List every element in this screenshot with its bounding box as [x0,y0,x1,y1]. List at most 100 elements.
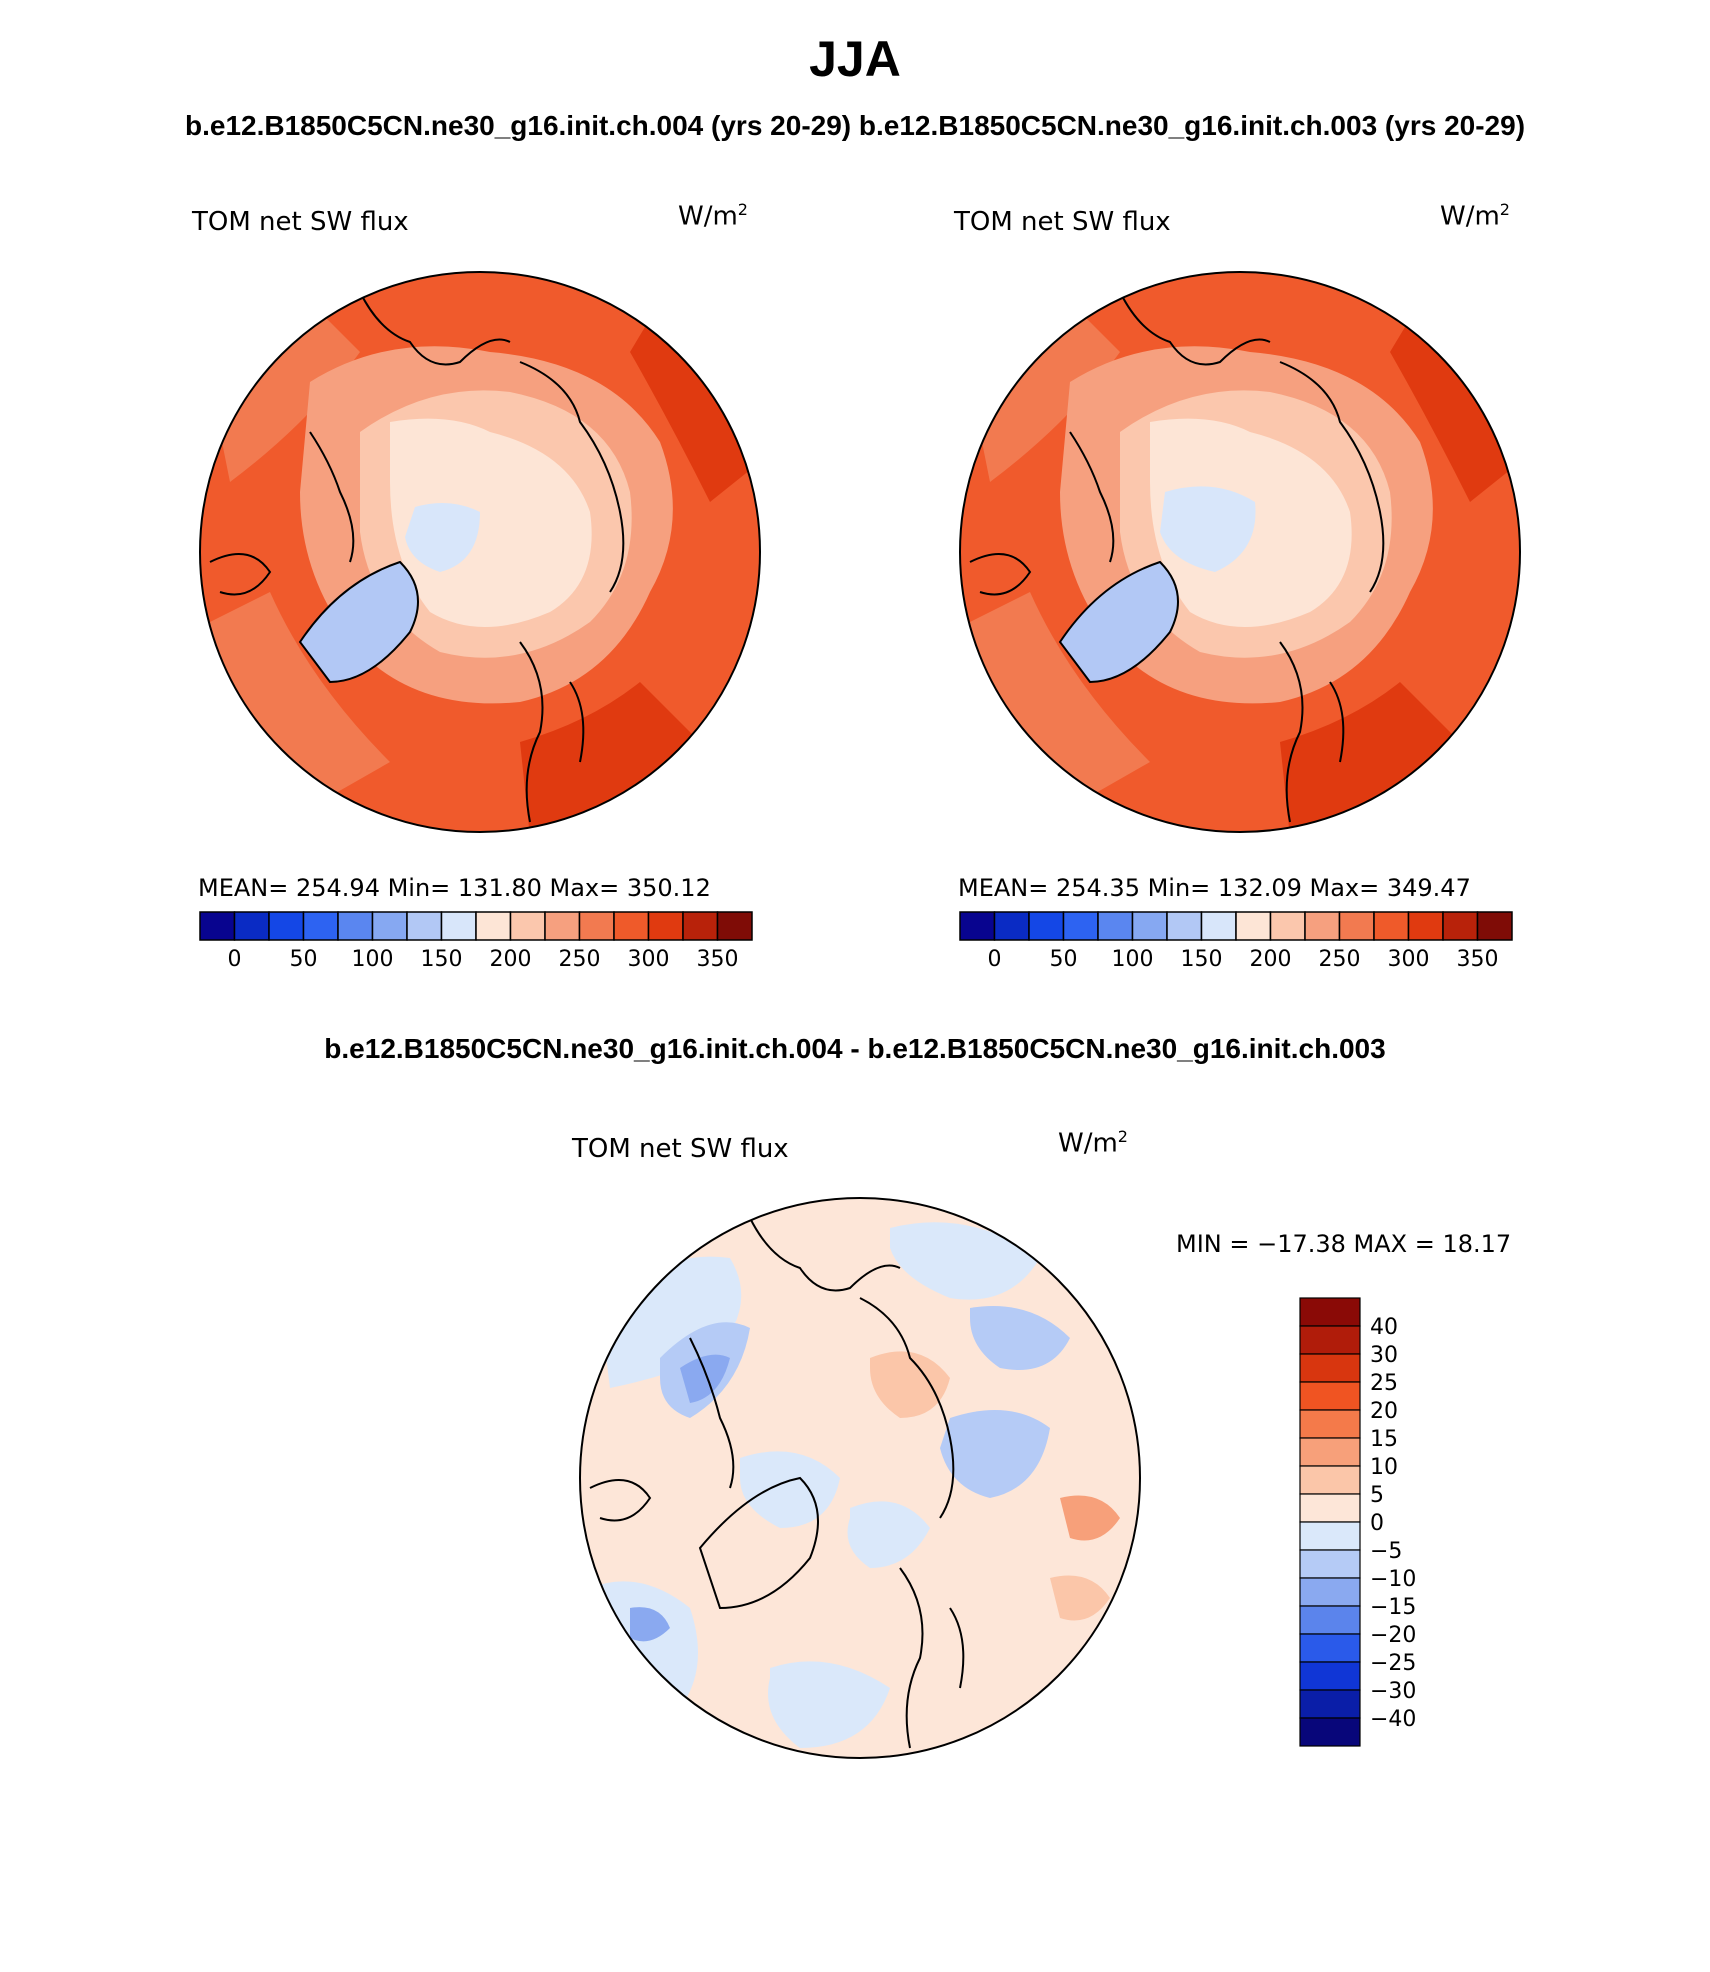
colorbar-box [1476,911,1513,941]
colorbar-label: 0 [1370,1511,1384,1536]
colorbar-label: 0 [228,947,242,972]
colorbar-label: −25 [1370,1651,1416,1676]
panel2-field [960,272,1520,832]
panel1-stats: MEAN= 254.94 Min= 131.80 Max= 350.12 [198,874,711,902]
panel1-units: W/m2 [678,200,748,232]
colorbar-label: 300 [1388,947,1430,972]
colorbar-box [440,911,477,941]
colorbar-box [544,911,581,941]
panel3-variable: TOM net SW flux [572,1134,789,1164]
colorbar-box [716,911,753,941]
colorbar-label: 20 [1370,1399,1398,1424]
colorbar-box [1299,1577,1361,1607]
colorbar-label: −20 [1370,1623,1416,1648]
panel2-map-border [959,271,1521,833]
colorbar-box [959,911,996,941]
colorbar-label: 100 [352,947,394,972]
colorbar-box [1299,1521,1361,1551]
colorbar-box [1299,1353,1361,1383]
colorbar-box [1200,911,1237,941]
panel3-units: W/m2 [1058,1127,1128,1159]
colorbar-label: −5 [1370,1539,1402,1564]
colorbar-box [1131,911,1168,941]
figure-title: JJA [809,31,901,87]
colorbar-box [578,911,615,941]
colorbar-box [406,911,443,941]
colorbar-box [1269,911,1306,941]
colorbar-box [1373,911,1410,941]
colorbar-label: 0 [988,947,1002,972]
diff-subtitle: b.e12.B1850C5CN.ne30_g16.init.ch.004 - b… [324,1033,1386,1064]
colorbar-label: 25 [1370,1371,1398,1396]
colorbar-boxes [959,911,1513,941]
colorbar-box [1299,1717,1361,1747]
colorbar-box [1299,1493,1361,1523]
colorbar-box [1062,911,1099,941]
colorbar-box [1299,1549,1361,1579]
panel1-variable: TOM net SW flux [192,207,409,237]
colorbar-label: 40 [1370,1315,1398,1340]
colorbar-box [613,911,650,941]
colorbar-label: 200 [490,947,532,972]
colorbar-label: 10 [1370,1455,1398,1480]
colorbar-label: 250 [559,947,601,972]
colorbar-box [1299,1409,1361,1439]
colorbar-box [1338,911,1375,941]
panel2-units: W/m2 [1440,200,1510,232]
colorbar-label: 50 [290,947,318,972]
panel3-map-border [579,1197,1141,1759]
colorbar-box [1299,1325,1361,1355]
colorbar-label: 350 [1457,947,1499,972]
colorbar-box [371,911,408,941]
colorbar-labels: 0 50 100 150 200 250 300 350 [988,947,1499,972]
panel3-polar-map [579,1197,1141,1759]
colorbar-label: 100 [1112,947,1154,972]
colorbar-label: −30 [1370,1679,1416,1704]
colorbar-box [1299,1297,1361,1327]
panel1-map-border [199,271,761,833]
colorbar-box [1299,1605,1361,1635]
top-subtitles: b.e12.B1850C5CN.ne30_g16.init.ch.004 (yr… [0,110,1710,142]
panel2-polar-map [959,271,1521,833]
colorbar-label: 150 [421,947,463,972]
colorbar-box [1235,911,1272,941]
subtitle-right: b.e12.B1850C5CN.ne30_g16.init.ch.003 (yr… [858,110,1526,141]
colorbar-box [475,911,512,941]
colorbar-boxes [199,911,753,941]
colorbar-box [1442,911,1479,941]
colorbar-box [1097,911,1134,941]
colorbar-box [1166,911,1203,941]
colorbar-label: 5 [1370,1483,1384,1508]
colorbar-labels: 40 30 25 20 15 10 5 0 −5 −10 −15 −20 −25 −30 −40 [1370,1315,1416,1732]
colorbar-label: 150 [1181,947,1223,972]
colorbar-label: −10 [1370,1567,1416,1592]
colorbar-label: 200 [1250,947,1292,972]
colorbar-box [682,911,719,941]
colorbar-label: 350 [697,947,739,972]
colorbar-box [1028,911,1065,941]
panel1-field [200,272,760,832]
colorbar-label: 50 [1050,947,1078,972]
colorbar-box [1299,1689,1361,1719]
colorbar-box [268,911,305,941]
colorbar-label: −40 [1370,1707,1416,1732]
colorbar-label: 15 [1370,1427,1398,1452]
colorbar-box [199,911,236,941]
colorbar-box [1304,911,1341,941]
colorbar-labels: 0 50 100 150 200 250 300 350 [228,947,739,972]
colorbar-label: 30 [1370,1343,1398,1368]
colorbar-box [509,911,546,941]
colorbar-box [1299,1633,1361,1663]
subtitle-left: b.e12.B1850C5CN.ne30_g16.init.ch.004 (yr… [184,110,852,141]
colorbar-box [1299,1437,1361,1467]
panel2-variable: TOM net SW flux [954,207,1171,237]
colorbar-box [993,911,1030,941]
colorbar-box [1407,911,1444,941]
panel3-field [580,1198,1140,1758]
panel1-colorbar: 0 50 100 150 200 250 300 350 [199,911,753,972]
panel2-colorbar: 0 50 100 150 200 250 300 350 [959,911,1513,972]
panel3-stats: MIN = −17.38 MAX = 18.17 [1176,1230,1512,1258]
colorbar-box [233,911,270,941]
panel1-polar-map [199,271,761,833]
colorbar-box [1299,1661,1361,1691]
